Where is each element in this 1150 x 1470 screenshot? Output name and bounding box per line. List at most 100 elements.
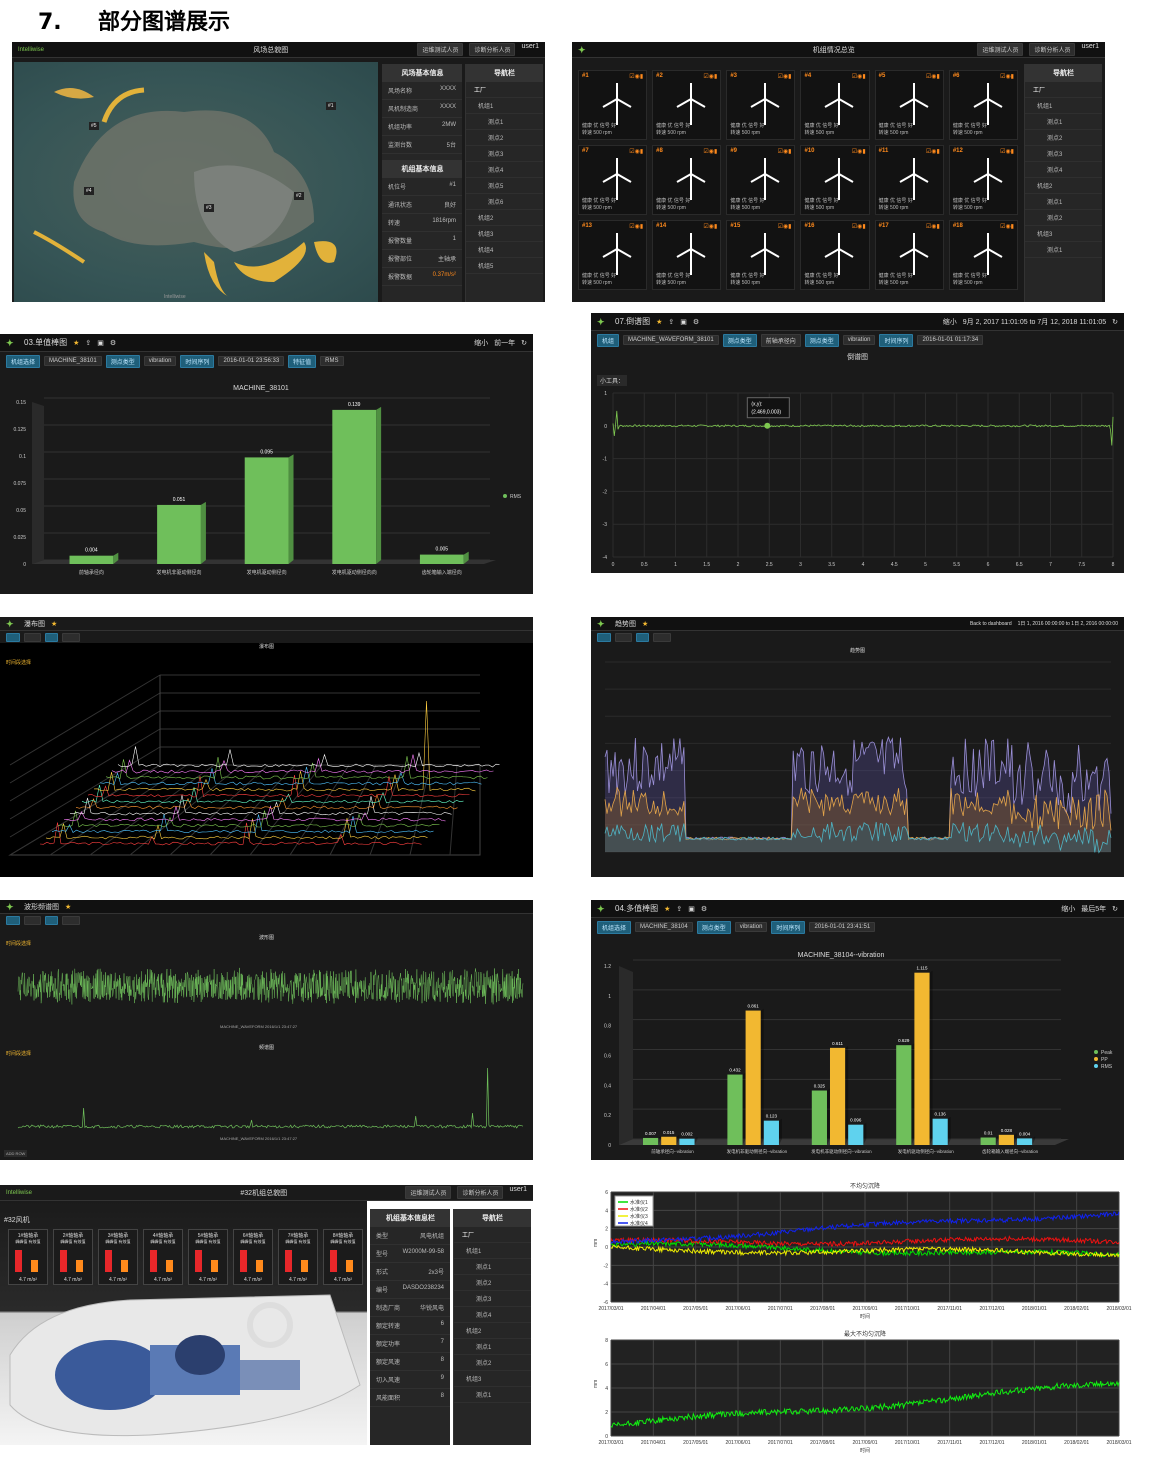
bearing-card[interactable]: 6#轴轴承 峰峰值 有效值 4.7 m/s² [233, 1229, 273, 1285]
back-to-dashboard[interactable]: Back to dashboard [969, 620, 1012, 627]
turbine-tile[interactable]: #16 ☑◉▮ 健康 优 信号 好转速 500 rpm [800, 220, 870, 290]
zoom-out-button[interactable]: 缩小 [1061, 905, 1076, 913]
dashboard-tab[interactable]: 瀑布图 [24, 620, 45, 628]
dashboard-tab[interactable]: 03.单值棒图 [24, 338, 68, 347]
turbine-tile[interactable]: #17 ☑◉▮ 健康 优 信号 好转速 500 rpm [874, 220, 944, 290]
time-range-picker[interactable]: 前一年 [494, 339, 516, 347]
turbine-tile[interactable]: #11 ☑◉▮ 健康 优 信号 好转速 500 rpm [874, 145, 944, 215]
app-logo-icon[interactable]: ✦ [597, 618, 605, 629]
tab-ops[interactable]: 运维测试人员 [405, 1186, 452, 1199]
point-select[interactable]: 前轴承径向 [760, 333, 801, 347]
turbine-tile[interactable]: #12 ☑◉▮ 健康 优 信号 好转速 500 rpm [948, 145, 1018, 215]
nav-item[interactable]: 机组2 [466, 210, 543, 226]
turbine-tile[interactable]: #6 ☑◉▮ 健康 优 信号 好转速 500 rpm [948, 70, 1018, 140]
nav-item[interactable]: 机组3 [454, 1371, 531, 1387]
island-map[interactable]: #5 #4 #3 #2 #1 Intelliwise [14, 62, 378, 302]
zoom-out-button[interactable]: 缩小 [942, 318, 957, 326]
nav-item[interactable]: 机组5 [466, 258, 543, 274]
dashboard-tab[interactable]: 趋势图 [615, 620, 636, 628]
nav-item[interactable]: 测点1 [454, 1259, 531, 1275]
nav-item[interactable]: 测点2 [454, 1355, 531, 1371]
turbine-tile[interactable]: #9 ☑◉▮ 健康 优 信号 好转速 500 rpm [726, 145, 796, 215]
nav-item[interactable]: 测点1 [1025, 194, 1102, 210]
nav-item[interactable]: 机组4 [466, 242, 543, 258]
nav-item[interactable]: 工厂 [466, 82, 543, 98]
gear-icon[interactable]: ⚙ [700, 905, 708, 913]
app-logo-icon[interactable]: ✦ [6, 901, 14, 912]
nav-item[interactable]: 机组1 [1025, 98, 1102, 114]
app-logo-icon[interactable]: ✦ [6, 337, 14, 348]
turbine-tile[interactable]: #3 ☑◉▮ 健康 优 信号 好转速 500 rpm [726, 70, 796, 140]
share-icon[interactable]: ⇪ [676, 905, 683, 913]
save-icon[interactable]: ▣ [680, 318, 687, 326]
nav-item[interactable]: 测点1 [454, 1339, 531, 1355]
star-icon[interactable]: ★ [65, 903, 72, 911]
bearing-card[interactable]: 3#轴轴承 峰峰值 有效值 4.7 m/s² [98, 1229, 138, 1285]
tab-diagnosis[interactable]: 诊断分析人员 [469, 43, 516, 56]
nav-item[interactable]: 工厂 [1025, 82, 1102, 98]
feature-select[interactable]: RMS [320, 356, 344, 366]
nav-item[interactable]: 测点1 [466, 114, 543, 130]
dashboard-tab[interactable]: 04.多值棒图 [615, 904, 659, 913]
time-select[interactable]: 2016-01-01 23:41:51 [809, 922, 876, 932]
machine-select[interactable]: MACHINE_38101 [44, 356, 102, 366]
time-range-picker[interactable]: 1日 1, 2016 00:00:00 to 1日 2, 2016 00:00:… [1017, 621, 1118, 627]
share-icon[interactable]: ⇪ [668, 318, 675, 326]
type-select[interactable]: vibration [734, 922, 768, 932]
toolbox-button[interactable]: 小工具： [597, 375, 628, 386]
bearing-card[interactable]: 2#轴轴承 峰峰值 有效值 4.7 m/s² [53, 1229, 93, 1285]
nav-item[interactable]: 测点3 [454, 1291, 531, 1307]
nav-item[interactable]: 测点2 [466, 130, 543, 146]
user-label[interactable]: user1 [509, 1186, 527, 1193]
star-icon[interactable]: ★ [664, 905, 671, 913]
time-select[interactable]: 2016-01-01 23:56:33 [218, 356, 285, 366]
gear-icon[interactable]: ⚙ [692, 318, 700, 326]
machine-select[interactable]: MACHINE_38104 [635, 922, 693, 932]
turbine-tile[interactable]: #10 ☑◉▮ 健康 优 信号 好转速 500 rpm [800, 145, 870, 215]
time-select-label-1[interactable]: 时间段选择 [6, 941, 32, 947]
time-select-label-2[interactable]: 时间段选择 [6, 1051, 32, 1057]
type-select[interactable]: vibration [143, 356, 177, 366]
turbine-marker-5[interactable]: #5 [89, 122, 99, 130]
tab-diagnosis[interactable]: 诊断分析人员 [1029, 43, 1076, 56]
turbine-tile[interactable]: #8 ☑◉▮ 健康 优 信号 好转速 500 rpm [652, 145, 722, 215]
bearing-card[interactable]: 4#轴轴承 峰峰值 有效值 4.7 m/s² [143, 1229, 183, 1285]
refresh-icon[interactable]: ↻ [1112, 318, 1118, 326]
nav-item[interactable]: 测点3 [1025, 146, 1102, 162]
turbine-marker-4[interactable]: #4 [84, 187, 94, 195]
turbine-tile[interactable]: #14 ☑◉▮ 健康 优 信号 好转速 500 rpm [652, 220, 722, 290]
turbine-marker-2[interactable]: #2 [294, 192, 304, 200]
app-logo-icon[interactable]: ✦ [6, 618, 14, 629]
nav-item[interactable]: 工厂 [454, 1227, 531, 1243]
turbine-tile[interactable]: #15 ☑◉▮ 健康 优 信号 好转速 500 rpm [726, 220, 796, 290]
star-icon[interactable]: ★ [656, 318, 663, 326]
nav-item[interactable]: 测点6 [466, 194, 543, 210]
gear-icon[interactable]: ⚙ [109, 339, 117, 347]
turbine-tile[interactable]: #2 ☑◉▮ 健康 优 信号 好转速 500 rpm [652, 70, 722, 140]
tab-ops[interactable]: 运维测试人员 [417, 43, 464, 56]
turbine-tile[interactable]: #7 ☑◉▮ 健康 优 信号 好转速 500 rpm [578, 145, 648, 215]
turbine-marker-1[interactable]: #1 [326, 102, 336, 110]
nav-item[interactable]: 测点3 [466, 146, 543, 162]
bearing-card[interactable]: 8#轴轴承 峰峰值 有效值 4.7 m/s² [323, 1229, 363, 1285]
turbine-tile[interactable]: #18 ☑◉▮ 健康 优 信号 好转速 500 rpm [948, 220, 1018, 290]
nav-item[interactable]: 测点4 [454, 1307, 531, 1323]
app-logo-icon[interactable]: ✦ [597, 316, 605, 327]
bearing-card[interactable]: 5#轴轴承 峰峰值 有效值 4.7 m/s² [188, 1229, 228, 1285]
tab-ops[interactable]: 运维测试人员 [977, 43, 1024, 56]
turbine-tile[interactable]: #13 ☑◉▮ 健康 优 信号 好转速 500 rpm [578, 220, 648, 290]
nav-item[interactable]: 测点2 [1025, 210, 1102, 226]
user-label[interactable]: user1 [521, 43, 539, 50]
bearing-card[interactable]: 1#轴轴承 峰峰值 有效值 4.7 m/s² [8, 1229, 48, 1285]
time-range-picker[interactable]: 9月 2, 2017 11:01:05 to 7月 12, 2018 11:01… [962, 318, 1107, 326]
refresh-icon[interactable]: ↻ [521, 339, 527, 347]
nav-item[interactable]: 机组1 [454, 1243, 531, 1259]
nav-item[interactable]: 机组2 [1025, 178, 1102, 194]
app-logo-icon[interactable]: ✦ [597, 903, 605, 914]
dashboard-tab[interactable]: 波形频谱图 [24, 903, 59, 911]
nav-item[interactable]: 测点5 [466, 178, 543, 194]
nav-item[interactable]: 测点1 [1025, 114, 1102, 130]
save-icon[interactable]: ▣ [97, 339, 104, 347]
nav-item[interactable]: 机组3 [466, 226, 543, 242]
save-icon[interactable]: ▣ [688, 905, 695, 913]
